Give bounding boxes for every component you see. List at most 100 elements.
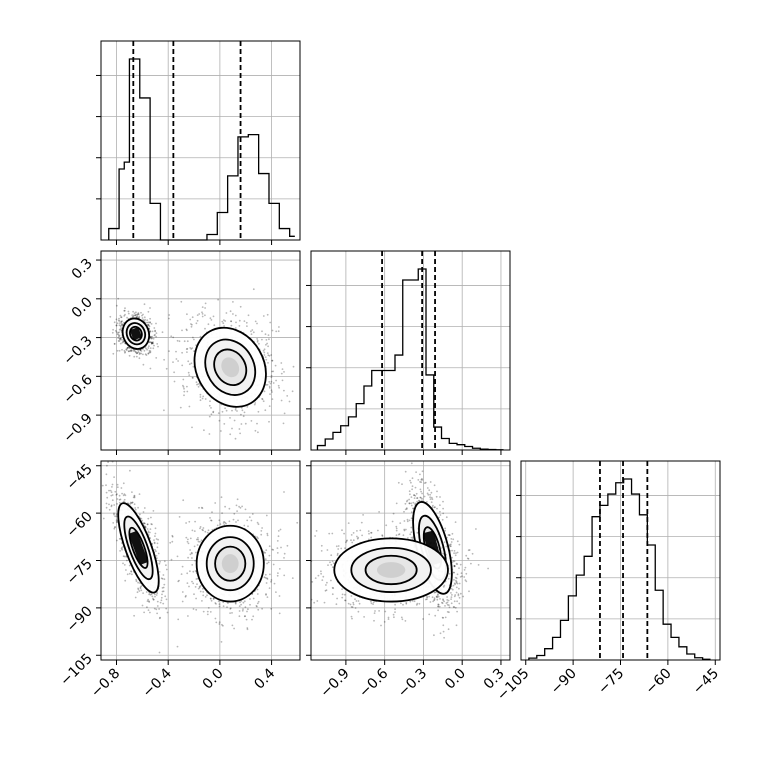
scatter-point: [218, 621, 221, 624]
scatter-point: [138, 352, 141, 355]
scatter-point: [255, 605, 258, 607]
scatter-point: [445, 557, 447, 559]
scatter-point: [218, 605, 221, 608]
scatter-point: [137, 587, 140, 590]
scatter-point: [152, 598, 155, 601]
scatter-point: [186, 340, 189, 343]
scatter-point: [268, 420, 270, 423]
scatter-point: [170, 335, 173, 338]
scatter-point: [446, 611, 449, 613]
scatter-point: [120, 320, 123, 323]
scatter-point: [116, 486, 119, 489]
scatter-point: [111, 331, 114, 334]
scatter-point: [268, 354, 271, 357]
scatter-point: [133, 614, 136, 617]
scatter-point: [232, 313, 234, 315]
scatter-point: [450, 543, 452, 546]
scatter-point: [156, 557, 158, 559]
y-tick-label: 0.0: [69, 294, 96, 321]
scatter-point: [201, 507, 204, 509]
scatter-point: [256, 602, 259, 605]
scatter-point: [155, 594, 158, 596]
scatter-point: [150, 337, 153, 340]
scatter-point: [456, 582, 459, 585]
scatter-point: [190, 551, 193, 554]
scatter-point: [262, 349, 265, 352]
scatter-point: [122, 340, 124, 343]
scatter-point: [186, 329, 188, 332]
scatter-point: [442, 507, 444, 510]
scatter-point: [445, 553, 447, 556]
scatter-point: [105, 506, 108, 509]
scatter-point: [160, 596, 163, 599]
scatter-point: [113, 343, 116, 345]
scatter-point: [276, 552, 279, 554]
scatter-point: [191, 564, 194, 566]
scatter-point: [146, 606, 148, 609]
scatter-point: [430, 496, 433, 499]
scatter-point: [186, 347, 189, 350]
scatter-layer: [109, 288, 295, 440]
scatter-point: [264, 573, 267, 576]
scatter-point: [135, 580, 138, 583]
scatter-point: [450, 541, 453, 543]
scatter-point: [207, 323, 210, 326]
scatter-point: [190, 325, 193, 328]
scatter-point: [136, 352, 139, 354]
scatter-point: [411, 485, 414, 488]
scatter-point: [185, 328, 188, 331]
scatter-point: [129, 349, 132, 352]
scatter-point: [119, 324, 122, 327]
scatter-point: [445, 602, 448, 604]
scatter-point: [140, 585, 143, 588]
scatter-point: [415, 492, 418, 495]
scatter-point: [433, 598, 436, 601]
scatter-point: [245, 321, 248, 324]
scatter-point: [266, 342, 268, 345]
scatter-point: [152, 597, 154, 600]
scatter-point: [147, 352, 150, 355]
scatter-point: [185, 522, 188, 524]
scatter-point: [111, 494, 114, 496]
scatter-point: [212, 410, 215, 413]
scatter-point: [123, 309, 126, 312]
scatter-point: [153, 344, 155, 347]
scatter-point: [424, 481, 427, 484]
scatter-point: [142, 592, 145, 594]
scatter-point: [220, 496, 223, 499]
scatter-point: [137, 351, 140, 354]
scatter-point: [151, 330, 154, 333]
scatter-point: [438, 605, 441, 608]
scatter-point: [138, 316, 141, 319]
scatter-point: [247, 525, 249, 528]
scatter-point: [139, 586, 142, 589]
scatter-point: [195, 551, 197, 554]
scatter-point: [210, 599, 213, 602]
scatter-point: [437, 603, 440, 606]
scatter-point: [276, 540, 279, 542]
scatter-point: [240, 413, 242, 416]
scatter-point: [407, 537, 409, 539]
scatter-point: [416, 497, 418, 499]
scatter-point: [191, 323, 193, 326]
scatter-point: [263, 348, 266, 351]
scatter-point: [225, 409, 228, 412]
scatter-point: [136, 591, 139, 594]
scatter-point: [410, 511, 413, 514]
scatter-point: [128, 350, 130, 353]
scatter-point: [256, 521, 259, 524]
scatter-point: [102, 517, 105, 520]
scatter-point: [138, 353, 141, 356]
scatter-point: [454, 594, 457, 596]
scatter-point: [186, 351, 188, 353]
scatter-point: [145, 591, 148, 593]
scatter-point: [221, 623, 223, 626]
scatter-point: [408, 519, 411, 522]
contour-line: [123, 515, 154, 581]
scatter-point: [134, 350, 137, 353]
scatter-point: [336, 552, 339, 555]
scatter-point: [431, 596, 434, 599]
scatter-layer: [101, 461, 299, 654]
scatter-point: [271, 391, 273, 393]
